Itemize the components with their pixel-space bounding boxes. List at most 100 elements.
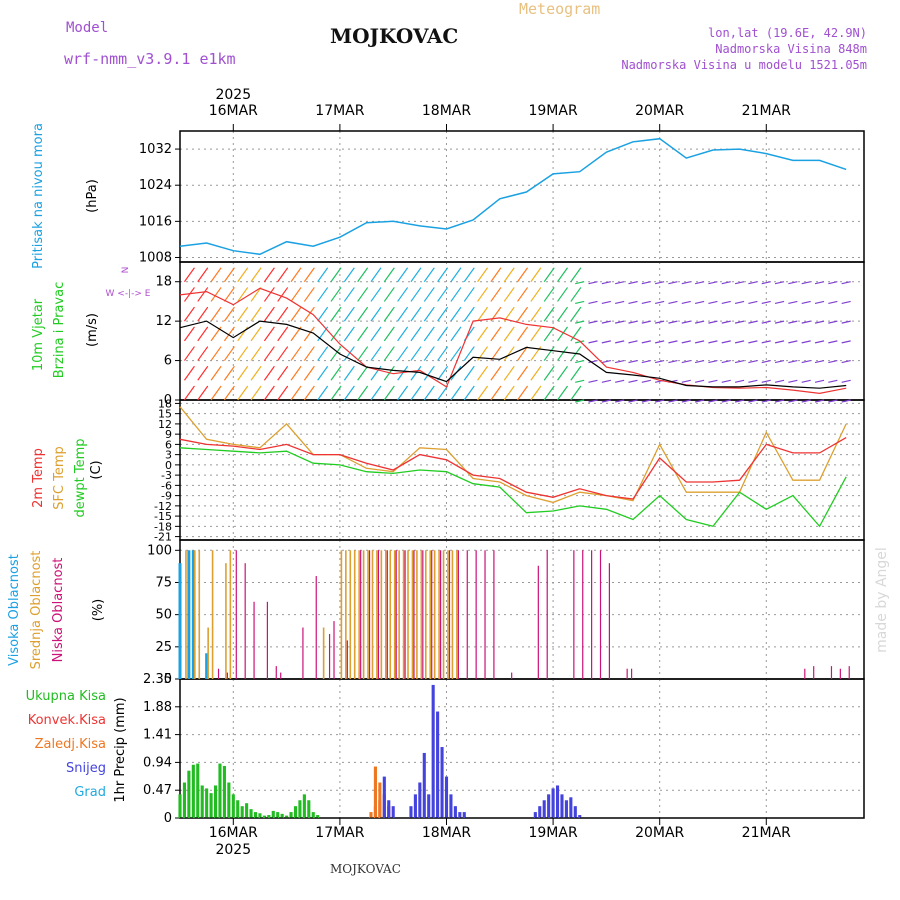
wind-barb (588, 281, 598, 285)
precip-bar (249, 809, 253, 818)
panel-frame (179, 399, 865, 541)
wind-barb (343, 306, 355, 322)
wind-barb (490, 326, 502, 342)
wind-barb (654, 281, 665, 285)
wind-barb (641, 281, 651, 285)
y-tick-label: -9 (161, 490, 172, 503)
wind-barb (477, 365, 489, 381)
pressure-label: Pritisak na nivou mora (31, 123, 46, 269)
altitude-label: Nadmorska Visina 848m (715, 42, 867, 56)
wind-barb (788, 281, 798, 285)
wind-barb (615, 300, 625, 305)
wind-barb (557, 346, 569, 361)
precip-legend-item: Grad (74, 785, 106, 800)
wind-barb (423, 287, 435, 302)
wind-barb (761, 399, 771, 403)
day-label-bottom: 21MAR (742, 825, 791, 841)
wind-barb (197, 326, 209, 342)
wind-barb (397, 267, 409, 283)
wind-barb (370, 326, 382, 342)
wind-barb (237, 385, 249, 401)
wind-barb (543, 346, 555, 361)
wind-label: 10m Vjetar (31, 298, 46, 371)
wind-barb (330, 267, 342, 283)
wind-barb (343, 326, 355, 342)
panel-frame (179, 539, 865, 680)
wind-barb (397, 287, 409, 302)
wind-barb (801, 379, 811, 383)
wind-barb (503, 326, 515, 342)
wind-barb (437, 306, 449, 322)
watermark: made by Angel (874, 547, 890, 653)
y-tick-label: -3 (161, 469, 172, 482)
wind-barb (490, 267, 502, 283)
product-title: Meteogram (519, 0, 601, 18)
wind-barb (748, 320, 758, 324)
wind-barb (557, 306, 569, 322)
y-tick-label: 18 (158, 397, 172, 410)
wind-barb (841, 399, 851, 403)
cloud-mid-label: Srednja Oblacnost (29, 551, 44, 670)
station-title: MOJKOVAC (330, 24, 459, 48)
wind-barb (210, 385, 222, 401)
y-tick-label: 1016 (139, 214, 172, 229)
wind-barb (801, 340, 811, 344)
day-label-bottom: 20MAR (635, 825, 684, 841)
wind-barb (223, 385, 235, 401)
y-tick-label: 1008 (139, 250, 172, 265)
precip-bar (542, 800, 546, 818)
precip-legend-item: Zaledj.Kisa (35, 737, 106, 752)
wind-barb (290, 385, 302, 401)
wind-barb (197, 365, 209, 381)
wind-barb (330, 306, 342, 322)
wind-barb (543, 267, 555, 283)
wind-barb (237, 365, 249, 381)
wind-barb (530, 267, 542, 283)
wind-barb (654, 300, 665, 305)
wind-barb (397, 306, 409, 322)
model-label: Model (66, 20, 109, 36)
wind-barb (263, 385, 275, 401)
precip-bar (258, 813, 262, 818)
wind-barb (628, 399, 638, 403)
wind-barb (708, 320, 718, 324)
y-tick-label: 0.47 (143, 783, 172, 798)
y-tick-label: 1032 (139, 142, 172, 157)
wind-barb (317, 267, 329, 283)
precip-bar (551, 788, 555, 818)
wind-barb (748, 340, 758, 344)
wind-barb (761, 281, 771, 285)
wind-barb (708, 281, 718, 285)
precip-bar (378, 782, 382, 818)
wind-barb (761, 320, 771, 324)
wind-barb (788, 379, 798, 383)
wind-barb (503, 365, 515, 381)
wind-barb (588, 399, 598, 403)
wind-barb (223, 326, 235, 342)
precip-bar (289, 812, 293, 818)
wind-barb (588, 320, 598, 324)
wind-barb (517, 346, 529, 361)
wind-barb (694, 340, 705, 344)
wind-barb (734, 359, 745, 364)
wind-barb (801, 320, 811, 324)
wind-barb (748, 281, 758, 285)
wind-barb (694, 379, 705, 383)
precip-bar (276, 812, 280, 818)
wind-barb (543, 365, 555, 381)
wind-barb (303, 326, 315, 342)
wind-barb (570, 365, 582, 381)
year-label-bottom: 2025 (215, 842, 251, 858)
wind-barb (721, 281, 731, 285)
wind-barb (721, 300, 731, 305)
wind-barb (183, 365, 195, 381)
wind-barb (263, 306, 275, 322)
precip-bar (236, 800, 240, 818)
wind-barb (490, 365, 502, 381)
wind-barb (410, 365, 422, 381)
wind-barb (570, 326, 582, 342)
wind-barb (774, 320, 785, 324)
wind-unit: (m/s) (85, 313, 100, 347)
wind-barb (317, 385, 329, 401)
